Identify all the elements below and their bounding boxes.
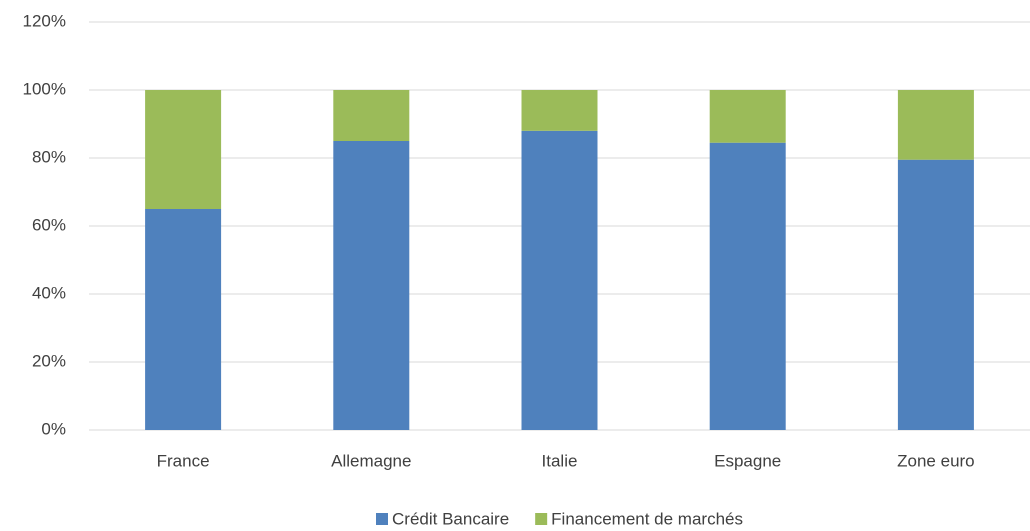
bar-segment <box>521 90 598 131</box>
bar-segment <box>145 90 222 209</box>
y-tick-label: 120% <box>23 11 66 30</box>
legend-label: Financement de marchés <box>551 509 743 528</box>
x-tick-label: Italie <box>542 451 578 470</box>
legend-swatch <box>535 513 548 525</box>
y-tick-label: 80% <box>32 147 66 166</box>
bar-segment <box>521 130 598 431</box>
y-tick-label: 20% <box>32 351 66 370</box>
legend-label: Crédit Bancaire <box>392 509 509 528</box>
bar-segment <box>897 90 974 160</box>
y-tick-label: 60% <box>32 215 66 234</box>
bar-segment <box>333 141 410 430</box>
bar-segment <box>709 90 786 143</box>
x-tick-label: Allemagne <box>331 451 411 470</box>
legend-swatch <box>376 513 388 525</box>
y-tick-label: 100% <box>23 79 66 98</box>
bar-segment <box>145 209 222 430</box>
bar-segment <box>897 159 974 430</box>
bar-segment <box>333 90 410 141</box>
x-tick-label: Zone euro <box>897 451 975 470</box>
y-tick-label: 0% <box>41 419 66 438</box>
x-tick-label: Espagne <box>714 451 781 470</box>
bar-segment <box>709 142 786 430</box>
y-tick-label: 40% <box>32 283 66 302</box>
x-tick-label: France <box>157 451 210 470</box>
